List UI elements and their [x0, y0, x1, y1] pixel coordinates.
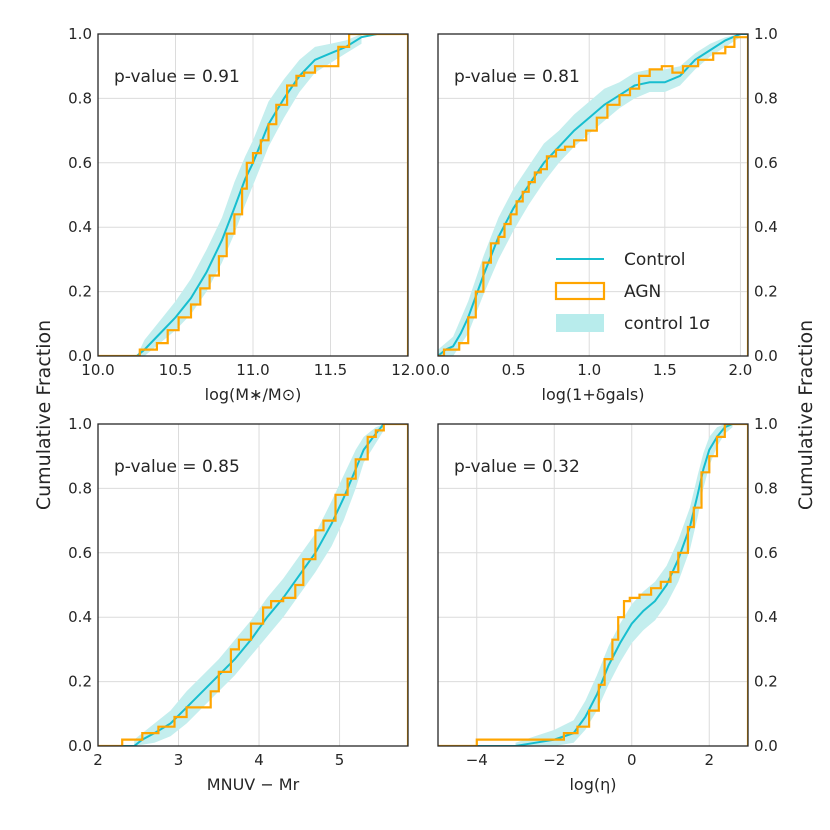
- x-tick-label: 2: [704, 751, 714, 769]
- y-tick-label: 0.4: [754, 608, 778, 626]
- x-axis-label: log(M∗/M⊙): [205, 385, 302, 404]
- y-tick-label: 0.2: [754, 283, 778, 301]
- x-axis-label: log(1+δgals): [542, 385, 645, 404]
- x-tick-label: 0.5: [502, 361, 526, 379]
- x-tick-label: 0: [627, 751, 637, 769]
- axes-frame: [437, 423, 749, 747]
- y-tick-label: 0.6: [68, 154, 92, 172]
- axes-frame: [97, 33, 409, 357]
- legend-item: control 1σ: [556, 314, 710, 334]
- legend-label: AGN: [624, 282, 661, 302]
- x-tick-label: 1.0: [577, 361, 601, 379]
- x-tick-label: −2: [543, 751, 565, 769]
- y-tick-label: 0.4: [754, 218, 778, 236]
- panel-bottom-left: 2 3 4 5 0.0 0.2 0.4 0.6 0.8 1.0 MNUV − Mr p-value =…: [68, 415, 409, 794]
- x-tick-label: 1.5: [653, 361, 677, 379]
- agn-cdf-step: [98, 34, 408, 356]
- agn-cdf-step: [438, 34, 748, 356]
- x-tick-label: 10.5: [159, 361, 192, 379]
- x-tick-label: 11.5: [314, 361, 347, 379]
- y-tick-label: 0.6: [754, 544, 778, 562]
- y-tick-label: 0.0: [754, 737, 778, 755]
- axes-frame: [437, 33, 749, 357]
- y-tick-label: 0.8: [68, 479, 92, 497]
- control-cdf-line: [438, 34, 748, 356]
- y-tick-label: 1.0: [754, 415, 778, 433]
- x-tick-label: 2: [93, 751, 103, 769]
- y-tick-label: 0.8: [754, 89, 778, 107]
- y-tick-label: 0.2: [754, 673, 778, 691]
- right-y-axis-label: Cumulative Fraction: [795, 320, 817, 510]
- control-cdf-line: [98, 424, 408, 746]
- y-tick-label: 0.8: [754, 479, 778, 497]
- x-axis-label: MNUV − Mr: [207, 775, 300, 794]
- legend-agn-swatch: [554, 281, 606, 301]
- panels-group: 10.0 10.5 11.0 11.5 12.00.00.20.40.60.81.0lo…: [68, 25, 778, 794]
- x-axis-label: log(η): [569, 775, 616, 794]
- y-tick-label: 0.0: [68, 737, 92, 755]
- x-tick-label: 3: [174, 751, 184, 769]
- agn-cdf-step: [98, 424, 408, 746]
- y-tick-label: 0.0: [68, 347, 92, 365]
- legend-band-swatch: [556, 314, 604, 332]
- y-tick-label: 1.0: [68, 415, 92, 433]
- y-tick-label: 0.0: [754, 347, 778, 365]
- legend-item: AGN: [554, 281, 661, 302]
- y-tick-label: 0.4: [68, 608, 92, 626]
- x-tick-label: 10.0: [81, 361, 114, 379]
- left-y-axis-label: Cumulative Fraction: [33, 320, 55, 510]
- y-tick-label: 0.8: [68, 89, 92, 107]
- x-tick-label: 11.0: [236, 361, 269, 379]
- legend-label: Control: [624, 250, 685, 270]
- legend-item: Control: [556, 250, 685, 270]
- y-tick-label: 1.0: [68, 25, 92, 43]
- x-tick-label: −4: [466, 751, 488, 769]
- y-tick-label: 0.2: [68, 673, 92, 691]
- control-1sigma-band: [136, 34, 362, 356]
- x-tick-label: 4: [254, 751, 264, 769]
- y-tick-label: 0.6: [754, 154, 778, 172]
- panel-top-left: 10.0 10.5 11.0 11.5 12.0 0.0 0.2 0.4 0.6 0.8 1.0 lo…: [68, 25, 425, 404]
- x-tick-label: 5: [335, 751, 345, 769]
- y-tick-label: 1.0: [754, 25, 778, 43]
- agn-cdf-step: [438, 424, 748, 746]
- p-value-annotation: p-value = 0.85: [114, 457, 240, 477]
- p-value-annotation: p-value = 0.32: [454, 457, 580, 477]
- x-tick-label: 12.0: [391, 361, 424, 379]
- panel-bottom-right: −4 −2 0 2 0.0 0.2 0.4 0.6 0.8 1.0 log(η) p-value = …: [437, 415, 778, 794]
- y-tick-label: 0.6: [68, 544, 92, 562]
- x-tick-label: 0.0: [426, 361, 450, 379]
- panel-top-right: 0.0 0.5 1.0 1.5 2.00.00.20.40.60.81.0log(1+δ…: [426, 25, 778, 404]
- legend: Control AGN control 1σ: [554, 250, 710, 334]
- p-value-annotation: p-value = 0.81: [454, 67, 580, 87]
- y-tick-label: 0.4: [68, 218, 92, 236]
- legend-label: control 1σ: [624, 314, 710, 334]
- x-tick-label: 2.0: [729, 361, 753, 379]
- p-value-annotation: p-value = 0.91: [114, 67, 240, 87]
- control-1sigma-band: [134, 424, 384, 746]
- axes-frame: [97, 423, 409, 747]
- y-tick-label: 0.2: [68, 283, 92, 301]
